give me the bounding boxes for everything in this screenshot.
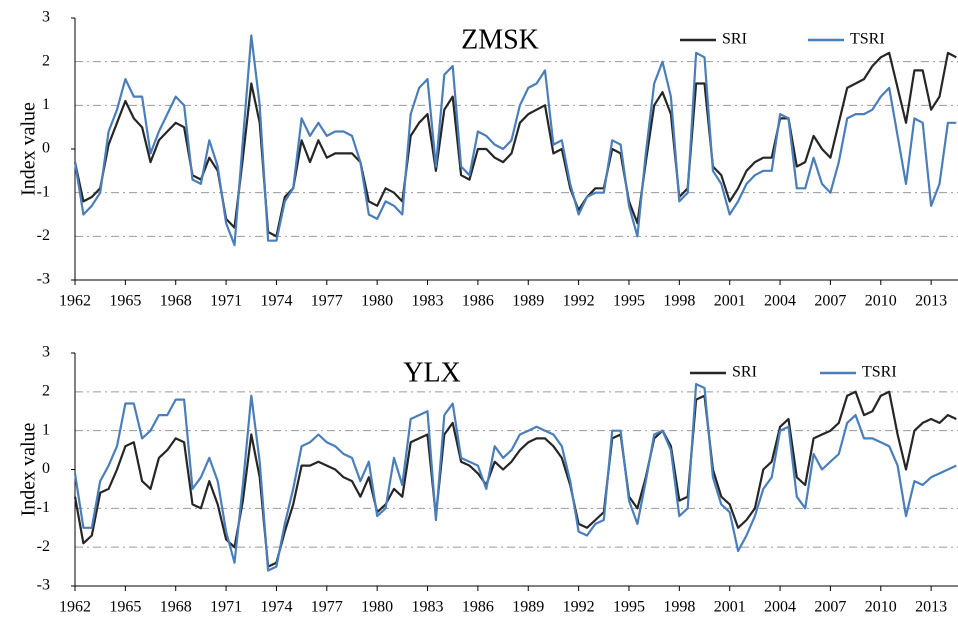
x-tick-label: 1968 — [160, 599, 192, 616]
legend-label: TSRI — [862, 364, 897, 381]
x-tick-label: 1962 — [59, 599, 91, 616]
x-tick-label: 1992 — [563, 293, 595, 310]
y-tick-label: -3 — [37, 271, 50, 288]
x-tick-label: 2001 — [714, 293, 746, 310]
y-tick-label: 3 — [42, 9, 50, 26]
x-tick-label: 1998 — [663, 599, 695, 616]
x-tick-label: 1968 — [160, 293, 192, 310]
y-tick-label: 2 — [42, 52, 50, 69]
x-tick-label: 1974 — [260, 293, 292, 310]
y-tick-label: -3 — [37, 577, 50, 594]
x-tick-label: 1983 — [412, 293, 444, 310]
x-tick-label: 1971 — [210, 293, 242, 310]
series-line — [73, 51, 957, 238]
y-tick-label: 0 — [42, 140, 50, 157]
x-tick-label: 1980 — [361, 599, 393, 616]
x-tick-label: 2001 — [714, 599, 746, 616]
y-tick-label: 2 — [42, 383, 50, 400]
x-tick-label: 2013 — [915, 599, 947, 616]
x-tick-label: 1971 — [210, 599, 242, 616]
legend-label: SRI — [732, 364, 757, 381]
x-tick-label: 1989 — [512, 293, 544, 310]
y-tick-label: 1 — [42, 96, 50, 113]
y-tick-label: -1 — [37, 183, 50, 200]
x-tick-label: 2007 — [814, 599, 846, 616]
x-tick-label: 1995 — [613, 599, 645, 616]
x-tick-label: 1989 — [512, 599, 544, 616]
y-axis-label: Index value — [18, 422, 40, 516]
y-tick-label: 0 — [42, 460, 50, 477]
x-tick-label: 1965 — [109, 599, 141, 616]
series-line — [73, 383, 957, 572]
series-line — [73, 34, 957, 247]
x-tick-label: 1965 — [109, 293, 141, 310]
x-tick-label: 1992 — [563, 599, 595, 616]
y-tick-label: -2 — [37, 538, 50, 555]
x-tick-label: 1998 — [663, 293, 695, 310]
y-tick-label: -2 — [37, 227, 50, 244]
chart-title: ZMSK — [461, 24, 539, 55]
legend-label: SRI — [722, 31, 747, 48]
x-tick-label: 2004 — [764, 293, 796, 310]
x-tick-label: 1977 — [311, 293, 343, 310]
x-tick-label: 2013 — [915, 293, 947, 310]
x-tick-label: 2004 — [764, 599, 796, 616]
y-tick-label: -1 — [37, 499, 50, 516]
x-tick-label: 2010 — [865, 599, 897, 616]
x-tick-label: 1980 — [361, 293, 393, 310]
x-tick-label: 1977 — [311, 599, 343, 616]
x-tick-label: 1974 — [260, 599, 292, 616]
x-tick-label: 1995 — [613, 293, 645, 310]
y-axis-label: Index value — [18, 102, 40, 196]
chart-title: YLX — [403, 357, 461, 388]
x-tick-label: 2010 — [865, 293, 897, 310]
x-tick-label: 2007 — [814, 293, 846, 310]
x-tick-label: 1986 — [462, 599, 494, 616]
x-tick-label: 1986 — [462, 293, 494, 310]
x-tick-label: 1962 — [59, 293, 91, 310]
legend-label: TSRI — [850, 31, 885, 48]
y-tick-label: 3 — [42, 344, 50, 361]
y-tick-label: 1 — [42, 421, 50, 438]
series-line — [73, 390, 957, 568]
x-tick-label: 1983 — [412, 599, 444, 616]
